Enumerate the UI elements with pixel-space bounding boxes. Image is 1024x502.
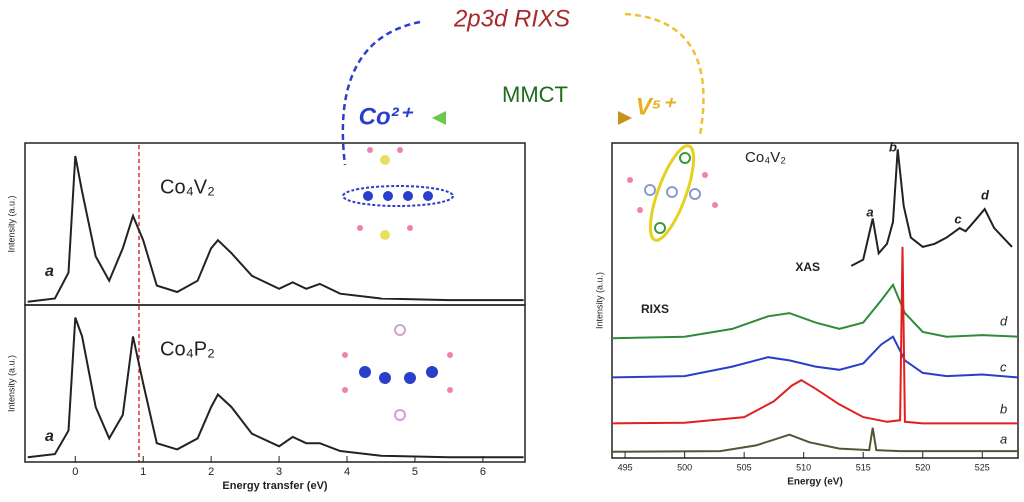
transfer-label: MMCT (502, 82, 568, 107)
plot-frame (24, 304, 526, 463)
arrow-head (618, 111, 632, 125)
x-tick-label: 5 (412, 466, 418, 478)
x-axis-label: Energy transfer (eV) (222, 480, 327, 492)
molecule-inset (627, 144, 718, 242)
x-tick-label: 4 (344, 466, 350, 478)
x-tick-label: 2 (208, 466, 214, 478)
series-label: d (1000, 313, 1008, 328)
series-label: XAS (795, 260, 820, 274)
plot-frame (611, 142, 1019, 459)
x-tick-label: 520 (915, 462, 930, 472)
spectrum-line (611, 427, 1018, 453)
figure-title: 2p3d RIXS (453, 5, 570, 32)
y-axis-label: Intensity (a.u.) (6, 355, 16, 412)
x-tick-label: 525 (975, 462, 990, 472)
x-tick-label: 510 (796, 462, 811, 472)
x-tick-label: 495 (618, 462, 633, 472)
x-tick-label: 515 (856, 462, 871, 472)
panel-label: Co₄V₂ (160, 176, 215, 198)
ion-label: Co²⁺ (359, 103, 414, 130)
series-label: b (1000, 401, 1007, 416)
y-axis-label: Intensity (a.u.) (594, 272, 604, 329)
x-tick-label: 500 (677, 462, 692, 472)
arrow (624, 12, 705, 136)
peak-label: b (889, 139, 897, 154)
x-tick-label: 3 (276, 466, 282, 478)
peak-label: a (866, 204, 873, 219)
x-axis-label: Energy (eV) (787, 477, 843, 488)
curve-label: a (45, 263, 54, 280)
x-tick-label: 505 (737, 462, 752, 472)
peak-label: c (954, 211, 962, 226)
series-label: a (1000, 431, 1007, 446)
spectrum-line (27, 317, 524, 459)
series-label: c (1000, 359, 1007, 374)
molecule-icon (342, 324, 453, 421)
spectrum-line (611, 335, 1019, 379)
curve-label: a (45, 428, 54, 445)
arrow-head (432, 111, 446, 125)
panel-label: Co₄V₂ (745, 149, 786, 166)
spectrum-line (850, 149, 1013, 267)
peak-label: d (981, 187, 990, 202)
spectrum-line (611, 246, 1018, 425)
arrow (341, 20, 421, 166)
ion-label: V⁵⁺ (636, 93, 677, 120)
panel-label: Co₄P₂ (160, 338, 215, 360)
spectrum-line (27, 155, 524, 303)
spectrum-label: RIXS (641, 302, 669, 316)
y-axis-label: Intensity (a.u.) (6, 195, 16, 252)
x-tick-label: 0 (72, 466, 78, 478)
molecule-icon (342, 147, 454, 240)
spectrum-line (611, 282, 1019, 340)
plot-frame (24, 142, 526, 306)
x-tick-label: 6 (480, 466, 486, 478)
x-tick-label: 1 (140, 466, 146, 478)
